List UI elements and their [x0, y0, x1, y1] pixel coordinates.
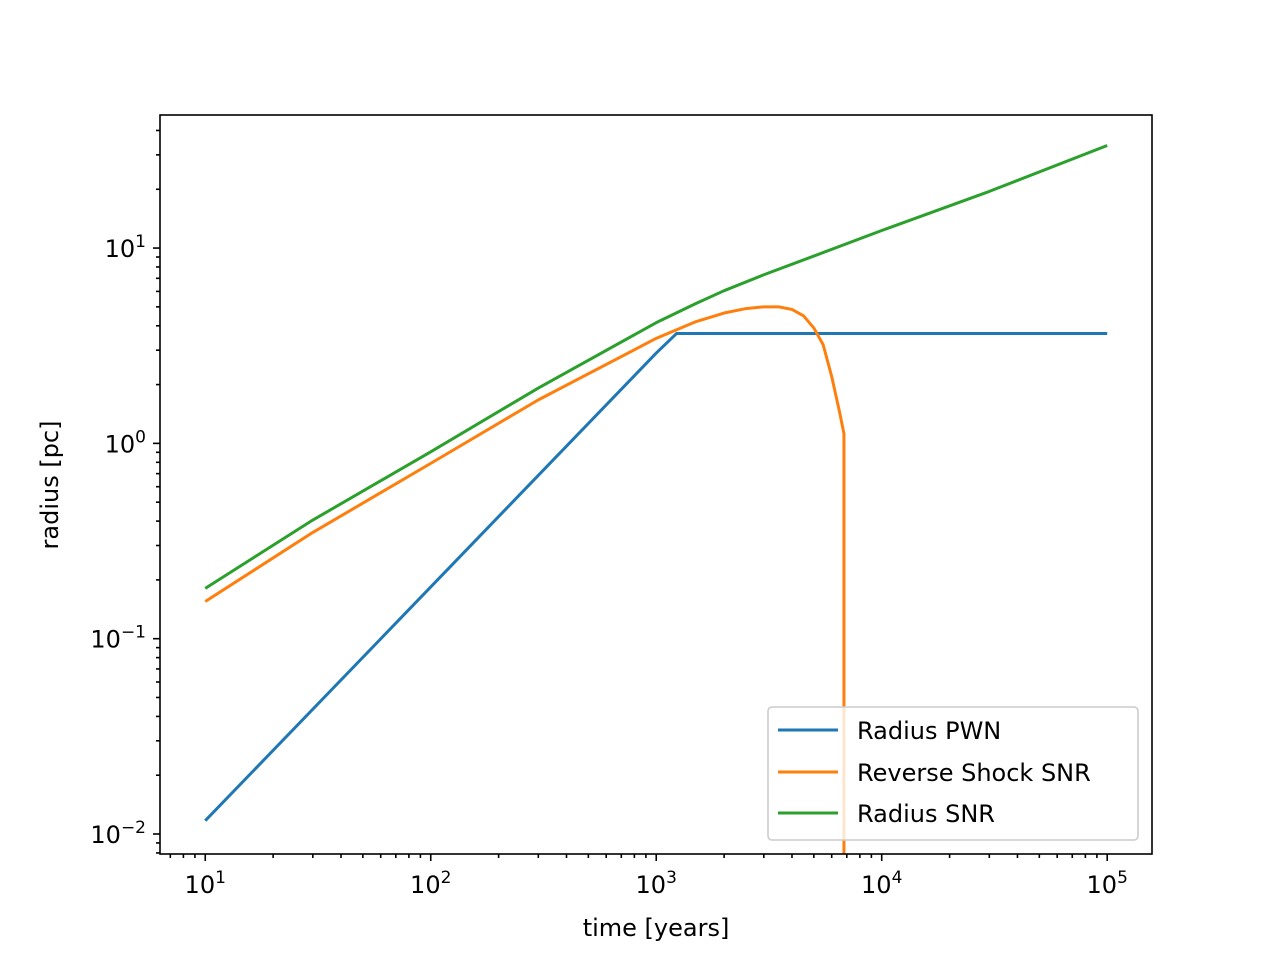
y-tick-label-2: 10−2 — [90, 818, 146, 849]
x-tick-label-5: 105 — [1087, 868, 1128, 899]
legend-box — [767, 706, 1139, 841]
series-line-radius-pwn — [204, 332, 1108, 822]
legend-label-reverse-shock-snr: Reverse Shock SNR — [857, 759, 1091, 787]
tick-layer: 101 102 103 104 105 10−2 10−1 100 101 — [90, 129, 1128, 899]
y-tick-label-1: 10−1 — [90, 623, 146, 654]
series-line-reverse-shock-snr — [204, 305, 846, 854]
plot-frame — [159, 114, 1153, 855]
legend: Radius PWN Reverse Shock SNR Radius SNR — [767, 706, 1139, 841]
y-tick-label-1: 101 — [105, 232, 146, 263]
series-layer — [204, 144, 1108, 854]
x-tick-label-1: 101 — [185, 868, 226, 899]
x-tick-label-2: 102 — [410, 868, 451, 899]
x-tick-label-4: 104 — [861, 868, 902, 899]
legend-label-radius-pwn: Radius PWN — [857, 717, 1001, 745]
series-line-radius-snr — [204, 144, 1108, 590]
x-tick-label-3: 103 — [636, 868, 677, 899]
y-axis-title: radius [pc] — [36, 421, 64, 550]
legend-label-radius-snr: Radius SNR — [857, 800, 995, 828]
y-tick-label-0: 100 — [105, 427, 146, 458]
x-axis-title: time [years] — [583, 914, 730, 942]
